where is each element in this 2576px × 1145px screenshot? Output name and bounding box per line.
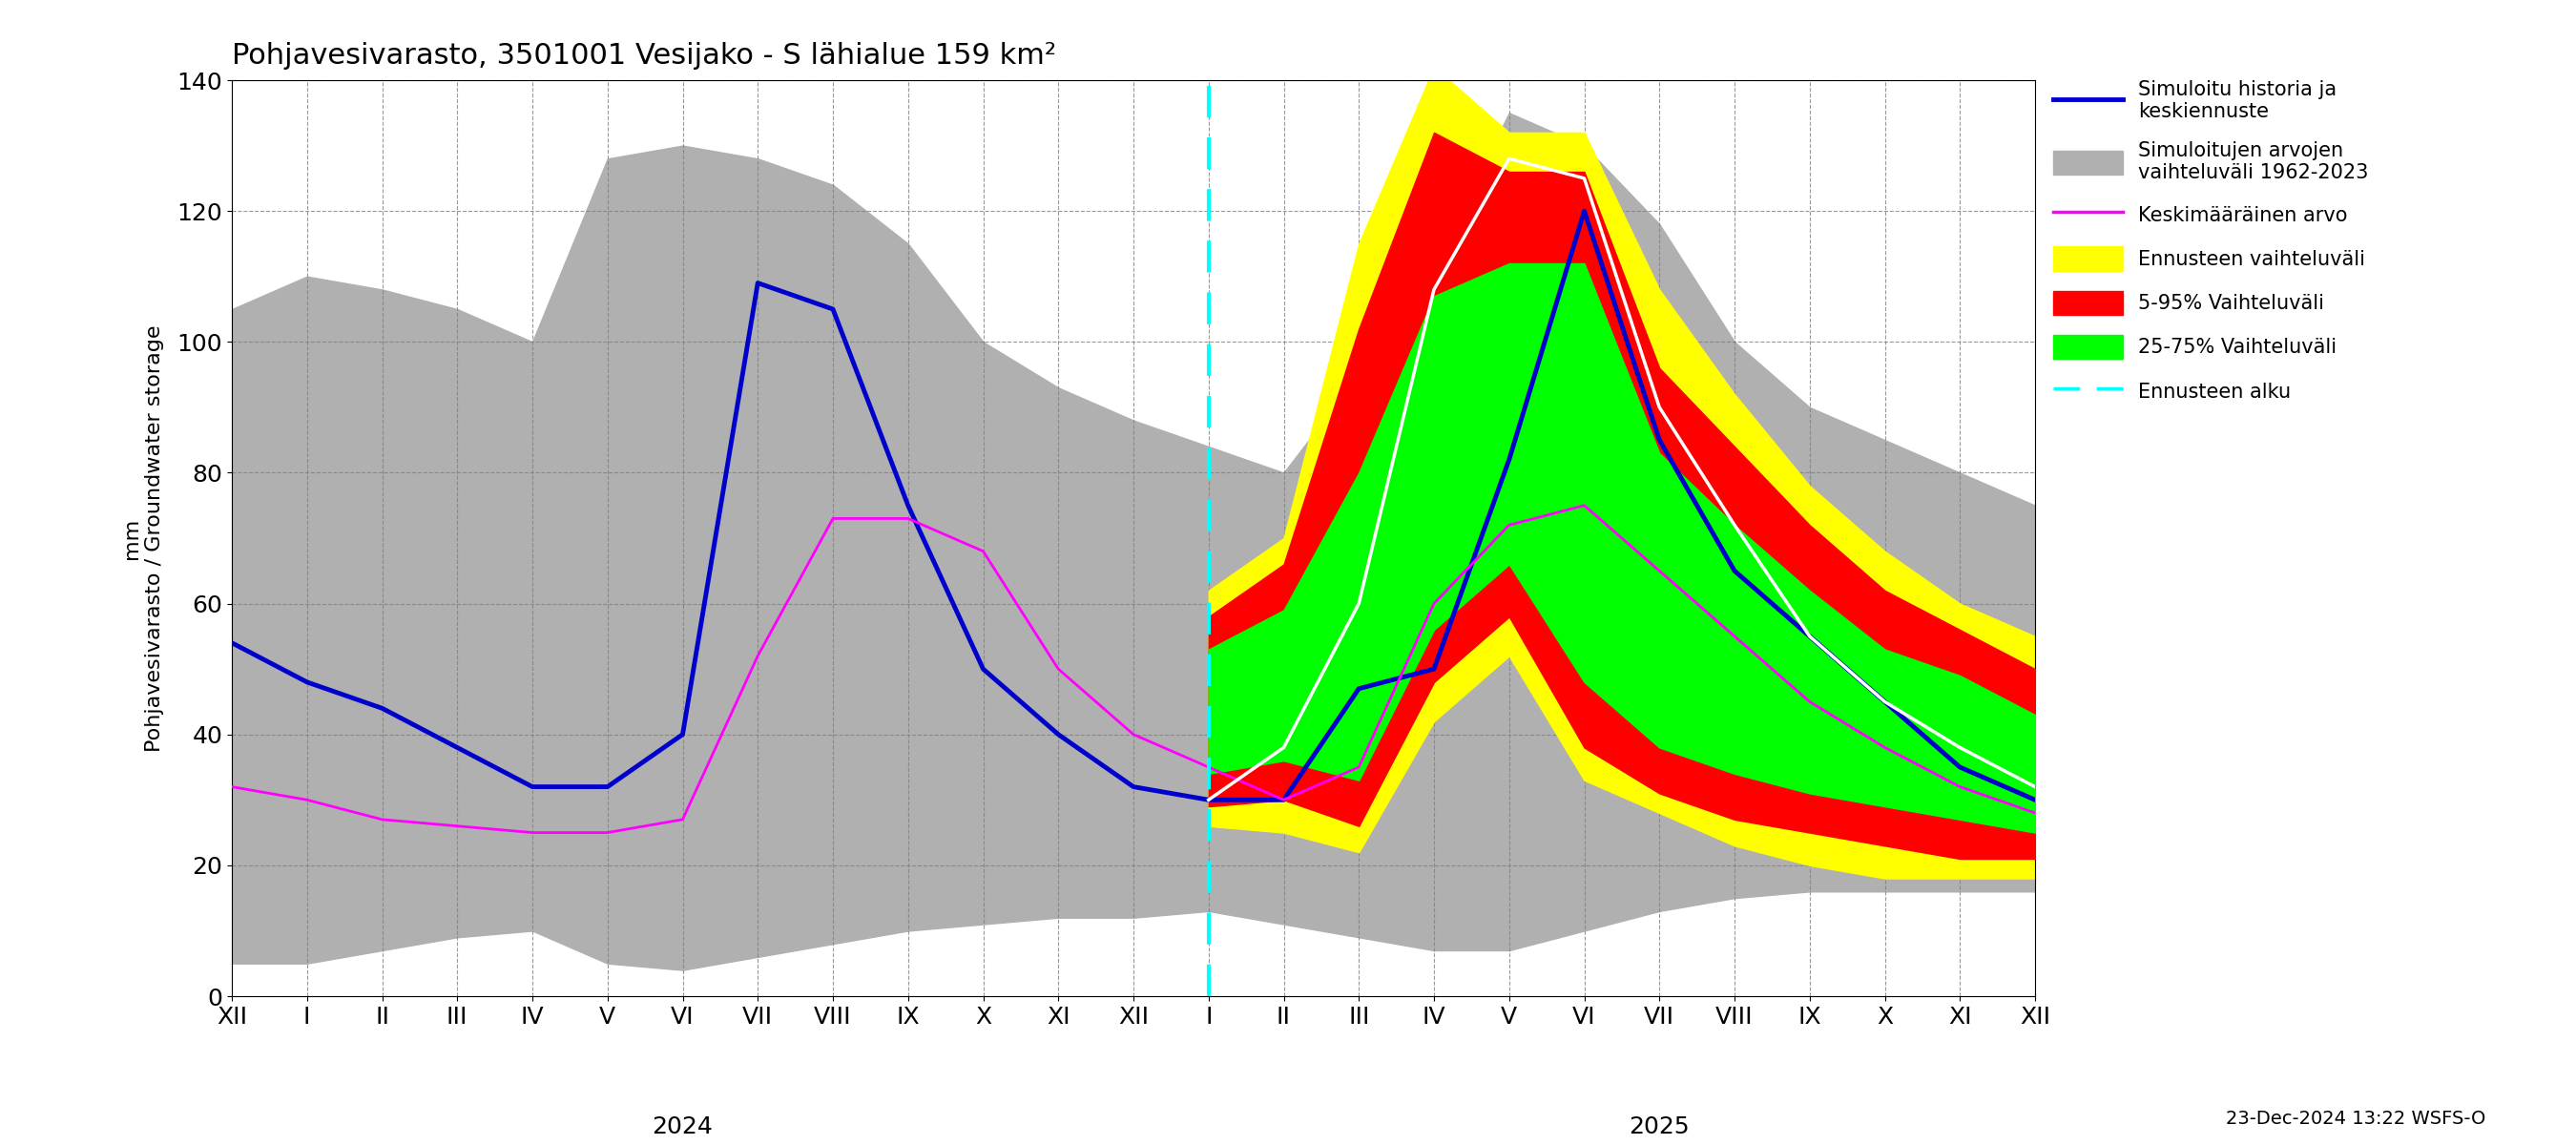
Y-axis label: mm
Pohjavesivarasto / Groundwater storage: mm Pohjavesivarasto / Groundwater storag… (124, 325, 165, 751)
Text: 2025: 2025 (1628, 1115, 1690, 1138)
Text: 2024: 2024 (652, 1115, 714, 1138)
Legend: Simuloitu historia ja
keskiennuste, Simuloitujen arvojen
vaihteluväli 1962-2023,: Simuloitu historia ja keskiennuste, Simu… (2053, 80, 2370, 403)
Text: Pohjavesivarasto, 3501001 Vesijako - S lähialue 159 km²: Pohjavesivarasto, 3501001 Vesijako - S l… (232, 42, 1056, 70)
Text: 23-Dec-2024 13:22 WSFS-O: 23-Dec-2024 13:22 WSFS-O (2226, 1110, 2486, 1128)
